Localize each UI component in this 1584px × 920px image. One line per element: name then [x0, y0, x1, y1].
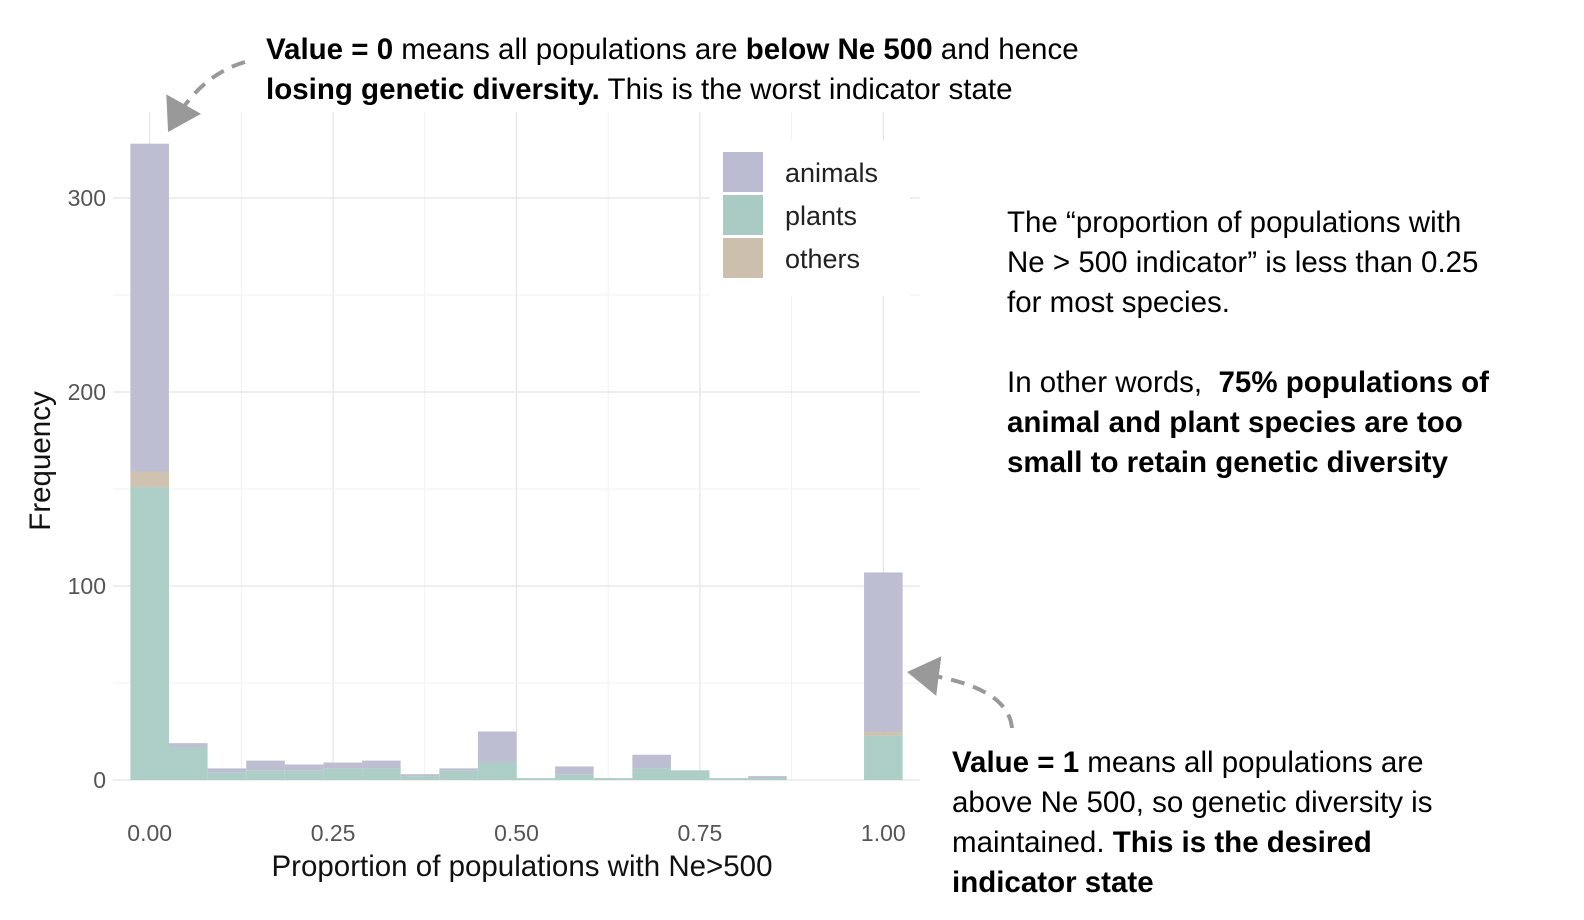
legend: animals plants others: [710, 140, 910, 296]
histogram-bars: [130, 143, 903, 780]
axes: 0.00 0.25 0.50 0.75 1.00 0 100 200 300 Proportion…: [24, 185, 906, 883]
annotation-top-line-1: Value = 0 means all populations are belo…: [266, 30, 1226, 70]
annotation-top-line-2: losing genetic diversity. This is the wo…: [266, 70, 1226, 110]
annotation-value-zero: Value = 0 means all populations are belo…: [266, 30, 1226, 110]
annotation-top-text-3: This is the worst indicator state: [599, 73, 1013, 106]
paragraph-gap: [1007, 323, 1567, 363]
annotation-right-line-6: small to retain genetic diversity: [1007, 443, 1567, 483]
x-axis-title: Proportion of populations with Ne>500: [271, 850, 772, 883]
bar-plants: [130, 487, 169, 780]
bar-plants: [709, 778, 749, 780]
x-tick-label: 1.00: [861, 820, 906, 846]
bar-animals: [323, 762, 363, 769]
bar-animals: [748, 776, 787, 779]
y-tick-label: 200: [68, 379, 106, 405]
bar-animals: [246, 760, 285, 771]
annotation-right-line-1: The “proportion of populations with: [1007, 206, 1462, 239]
x-tick-label: 0.00: [127, 820, 172, 846]
legend-swatch-others: [723, 238, 763, 278]
annotation-summary: The “proportion of populations with Ne >…: [1007, 203, 1567, 483]
bar-animals: [439, 768, 478, 771]
bar-plants: [632, 768, 671, 780]
x-tick-label: 0.75: [678, 820, 723, 846]
annotation-right-bold-3: small to retain genetic diversity: [1007, 446, 1449, 479]
annotation-top-text-2: and hence: [932, 33, 1079, 66]
bar-plants: [323, 768, 363, 780]
bar-animals: [130, 143, 169, 472]
annotation-top-text-1: means all populations are: [393, 33, 746, 66]
annotation-right-text-4: In other words,: [1007, 366, 1219, 399]
bar-plants: [439, 770, 478, 780]
bar-plants: [670, 770, 710, 780]
annotation-right-line-3: for most species.: [1007, 286, 1230, 319]
annotation-bottom-bold-2: This is the desired: [1112, 826, 1372, 859]
annotation-bottom-text-1: means all populations are: [1079, 746, 1424, 779]
annotation-right-bold-2: animal and plant species are too: [1007, 406, 1463, 439]
bar-plants: [168, 747, 208, 780]
annotation-bottom-text-3: maintained.: [952, 826, 1113, 859]
bar-animals: [864, 572, 903, 732]
bar-animals: [362, 760, 401, 769]
annotation-top-bold-2: below Ne 500: [745, 33, 933, 66]
legend-swatch-plants: [723, 195, 763, 235]
y-tick-label: 0: [93, 767, 106, 793]
y-tick-label: 100: [68, 573, 106, 599]
bar-plants: [555, 774, 594, 780]
legend-label-plants: plants: [785, 201, 857, 231]
bar-plants: [748, 778, 787, 780]
bar-animals: [555, 766, 594, 775]
bar-plants: [284, 770, 324, 780]
annotation-bottom-bold-3: indicator state: [952, 866, 1154, 899]
bar-plants: [362, 768, 401, 780]
annotation-bottom-line-4: indicator state: [952, 863, 1552, 903]
annotation-right-line-5: animal and plant species are too: [1007, 403, 1567, 443]
bar-plants: [593, 778, 633, 780]
legend-label-others: others: [785, 244, 860, 274]
annotation-right-bold-1: 75% populations of: [1218, 366, 1489, 399]
bar-plants: [246, 770, 285, 780]
annotation-top-bold-3: losing genetic diversity.: [266, 73, 600, 106]
y-tick-label: 300: [68, 185, 106, 211]
bar-animals: [168, 743, 208, 748]
bar-others: [130, 471, 169, 488]
arrow-to-one-bin: [907, 656, 1014, 729]
legend-label-animals: animals: [785, 158, 878, 188]
bar-plants: [864, 735, 903, 780]
legend-swatch-animals: [723, 152, 763, 192]
bar-animals: [477, 731, 517, 763]
x-tick-label: 0.50: [494, 820, 539, 846]
bar-animals: [400, 774, 440, 777]
bar-animals: [632, 754, 671, 769]
bar-animals: [284, 764, 324, 771]
annotation-bottom-bold-1: Value = 1: [952, 746, 1080, 779]
annotation-value-one: Value = 1 means all populations are abov…: [952, 743, 1552, 903]
annotation-right-line-2: Ne > 500 indicator” is less than 0.25: [1007, 246, 1479, 279]
bar-plants: [400, 776, 440, 780]
bar-plants: [477, 762, 517, 780]
grid-lines: [113, 112, 920, 781]
annotation-right-line-4: In other words, 75% populations of: [1007, 363, 1567, 403]
annotation-bottom-line-1: Value = 1 means all populations are: [952, 743, 1552, 783]
x-tick-label: 0.25: [311, 820, 356, 846]
bar-others: [864, 731, 903, 736]
bar-plants: [516, 778, 556, 780]
bar-plants: [207, 772, 247, 780]
bar-animals: [207, 768, 247, 773]
annotation-top-bold-1: Value = 0: [266, 33, 394, 66]
arrow-to-zero-bin: [166, 60, 246, 132]
annotation-bottom-line-3: maintained. This is the desired: [952, 823, 1552, 863]
y-axis-title: Frequency: [24, 391, 57, 531]
annotation-bottom-line-2: above Ne 500, so genetic diversity is: [952, 786, 1433, 819]
